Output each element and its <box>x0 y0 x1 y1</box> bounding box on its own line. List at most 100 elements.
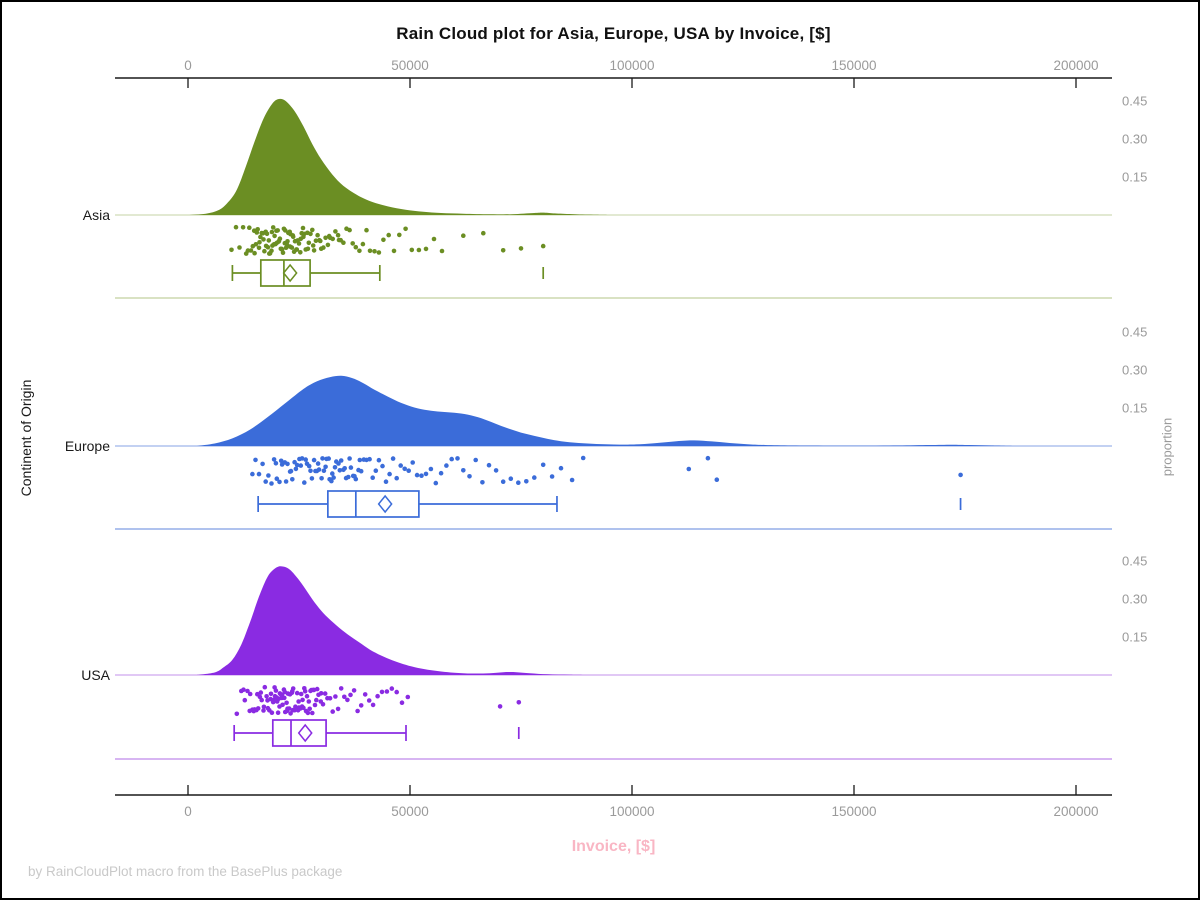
density-curve-asia <box>188 98 619 215</box>
rain-point <box>254 230 260 235</box>
rain-point <box>449 456 455 462</box>
rain-point <box>306 699 312 704</box>
rain-point <box>461 468 466 473</box>
rain-point <box>314 686 320 692</box>
rain-point <box>381 237 386 243</box>
rain-point <box>372 249 377 254</box>
rain-point <box>250 471 255 477</box>
rain-point <box>306 240 312 246</box>
rain-point <box>357 248 362 254</box>
rain-point <box>301 705 306 711</box>
rain-point <box>330 471 335 476</box>
rain-point <box>338 458 344 463</box>
rain-point <box>321 468 327 474</box>
rain-point <box>273 688 279 693</box>
rain-point <box>302 480 307 485</box>
rain-point <box>271 242 277 247</box>
rain-point <box>355 708 360 714</box>
rain-point <box>315 232 320 238</box>
rain-point <box>386 232 392 238</box>
rain-point <box>298 250 303 255</box>
boxplot-usa <box>233 719 520 747</box>
rain-point <box>325 242 331 248</box>
rain-point <box>320 456 325 461</box>
rain-point <box>288 468 294 474</box>
rain-points-europe <box>250 455 963 486</box>
rain-point <box>314 697 319 703</box>
rain-point <box>370 702 376 708</box>
rain-point <box>271 457 277 462</box>
density-curve-usa <box>196 566 597 675</box>
rain-point <box>251 708 256 714</box>
rain-point <box>266 238 272 243</box>
rain-point <box>379 689 385 695</box>
rain-point <box>373 468 379 474</box>
rain-point <box>410 460 416 465</box>
rain-point <box>327 477 332 482</box>
rain-point <box>493 468 499 473</box>
proportion-tick-label: 0.45 <box>1122 94 1147 109</box>
category-label-asia: Asia <box>83 207 110 223</box>
rain-points-asia <box>229 224 546 256</box>
rain-point <box>394 475 400 481</box>
rain-point <box>558 465 564 471</box>
rain-point <box>367 456 372 462</box>
rain-point <box>409 247 415 253</box>
rain-point <box>294 247 300 252</box>
rain-point <box>303 708 309 714</box>
rain-point <box>293 466 299 472</box>
rain-point <box>406 468 412 474</box>
x-tick-label: 200000 <box>1053 804 1098 819</box>
rain-point <box>285 461 290 467</box>
rain-point <box>256 245 262 251</box>
rain-point <box>500 479 506 485</box>
rain-point <box>308 231 313 237</box>
rain-point <box>305 246 311 252</box>
rain-point <box>431 236 437 242</box>
rain-point <box>298 691 304 697</box>
rain-point <box>296 699 301 704</box>
rain-point <box>399 700 405 705</box>
x-tick-label: 150000 <box>831 58 876 73</box>
rain-point <box>390 456 396 461</box>
x-tick-label: 150000 <box>831 804 876 819</box>
rain-point <box>403 226 408 232</box>
rain-point <box>686 466 692 472</box>
chart-title: Rain Cloud plot for Asia, Europe, USA by… <box>396 24 831 43</box>
rain-point <box>258 234 263 240</box>
rain-point <box>279 247 285 252</box>
density-curve-europe <box>196 375 1014 446</box>
rain-point <box>284 700 289 706</box>
rain-point <box>391 248 397 254</box>
rain-point <box>269 710 275 715</box>
rain-point <box>360 241 366 247</box>
rain-point <box>518 246 524 251</box>
rain-point <box>277 479 282 485</box>
rain-point <box>308 468 313 474</box>
rain-point <box>362 692 368 697</box>
rain-point <box>380 463 385 469</box>
x-tick-label: 200000 <box>1053 58 1098 73</box>
rain-point <box>338 686 344 691</box>
rain-point <box>310 243 316 248</box>
rain-point <box>366 698 372 703</box>
attribution-footer: by RainCloudPlot macro from the BasePlus… <box>28 864 343 879</box>
rain-point <box>714 477 720 483</box>
rain-point <box>282 228 288 233</box>
rain-point <box>256 471 262 477</box>
rain-point <box>255 706 261 711</box>
rain-point <box>290 688 295 694</box>
proportion-tick-label: 0.30 <box>1122 363 1147 378</box>
rain-point <box>402 466 408 472</box>
rain-point <box>330 709 336 714</box>
rain-point <box>262 248 267 254</box>
rain-point <box>263 479 269 484</box>
proportion-tick-label: 0.45 <box>1122 325 1147 340</box>
rain-point <box>398 463 404 468</box>
rain-point <box>322 691 328 696</box>
rain-point <box>252 250 257 256</box>
rain-point <box>313 468 318 474</box>
rain-point <box>273 461 279 466</box>
rain-point <box>283 479 289 484</box>
rain-point <box>423 471 429 477</box>
